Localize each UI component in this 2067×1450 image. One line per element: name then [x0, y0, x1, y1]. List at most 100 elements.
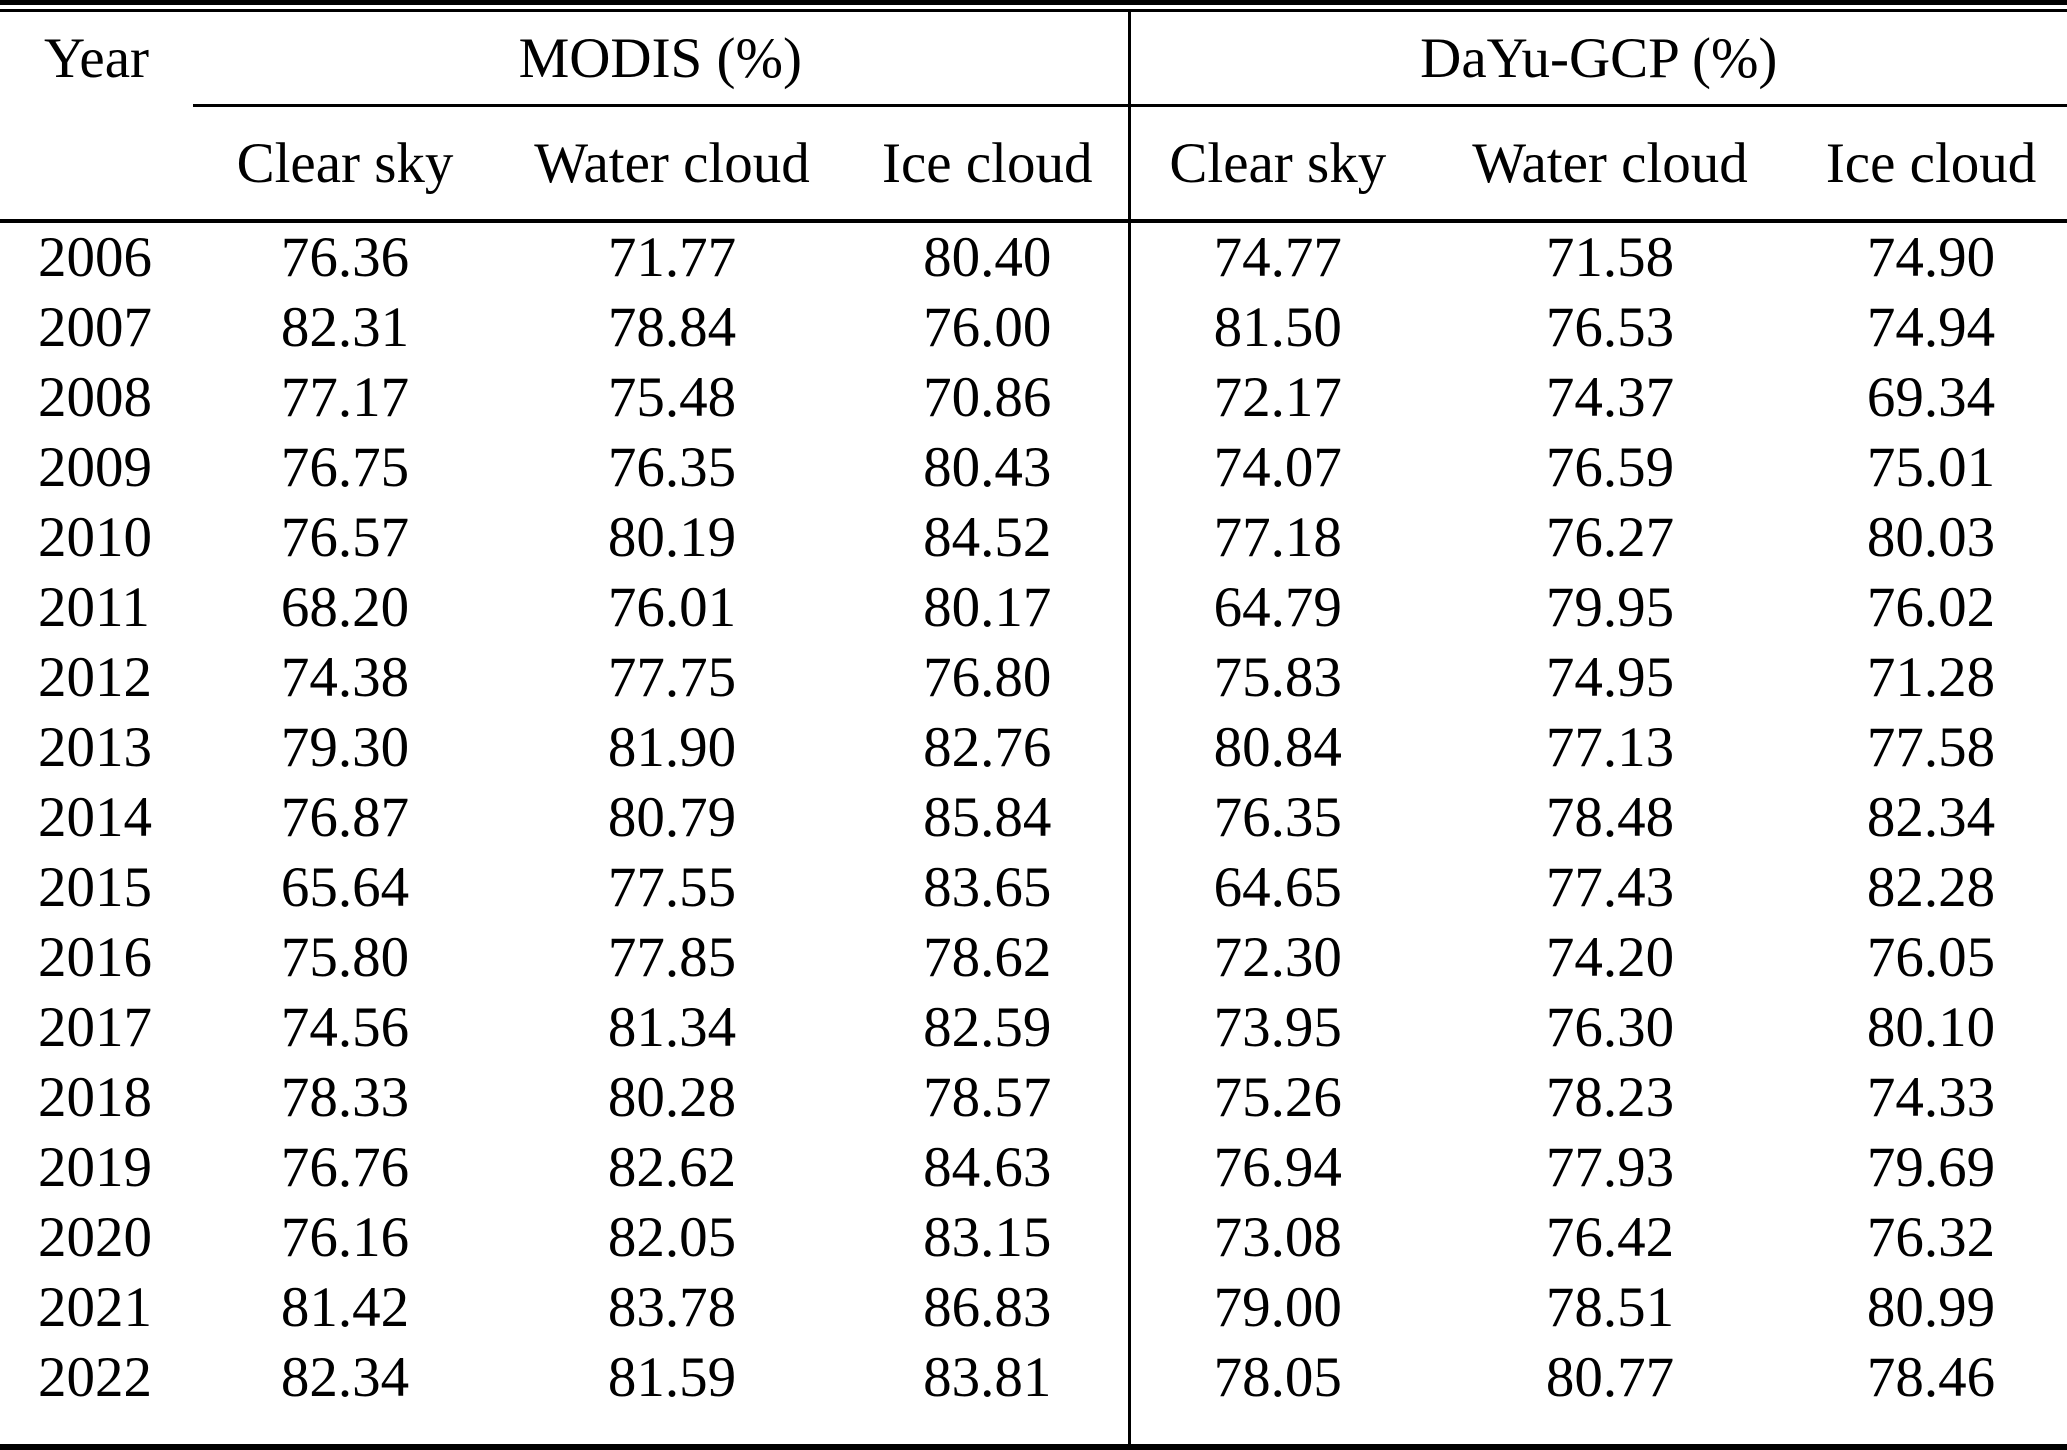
value-cell: 79.00	[1127, 1273, 1426, 1343]
value-cell: 74.77	[1127, 221, 1426, 293]
value-cell: 71.77	[607, 226, 737, 289]
value-cell: 82.34	[280, 1346, 410, 1409]
dayu-clear-sky-header: Clear sky	[1127, 105, 1426, 223]
top-rule-inner	[0, 9, 2067, 12]
value-cell: 82.05	[607, 1206, 737, 1269]
value-cell: 81.42	[280, 1276, 410, 1339]
top-rule-outer	[0, 0, 2067, 5]
value-cell: 75.83	[1127, 643, 1426, 713]
dayu-gcp-group-header: DaYu-GCP (%)	[1127, 12, 2067, 107]
table-row: 2014 76.87 80.79 85.84 76.35 78.48 82.34	[0, 783, 2067, 853]
table-row: 2012 74.38 77.75 76.80 75.83 74.95 71.28	[0, 643, 2067, 713]
year-cell: 2010	[38, 506, 152, 569]
table-row: 2016 75.80 77.85 78.62 72.30 74.20 76.05	[0, 923, 2067, 993]
value-cell: 74.56	[280, 996, 410, 1059]
year-column-header: Year	[43, 27, 150, 91]
table-row: 2009 76.75 76.35 80.43 74.07 76.59 75.01	[0, 433, 2067, 503]
modis-ice-cloud-header: Ice cloud	[847, 105, 1130, 223]
empty-header-cell	[0, 105, 193, 223]
value-cell: 75.26	[1127, 1063, 1426, 1133]
data-table: Year MODIS (%) DaYu-GCP (%) Clear sky Wa…	[0, 12, 2067, 1444]
value-cell: 79.69	[1866, 1136, 1996, 1199]
value-cell: 72.30	[1127, 923, 1426, 993]
value-cell: 80.79	[607, 786, 737, 849]
modis-clear-sky-header: Clear sky	[193, 105, 497, 223]
year-cell: 2011	[38, 576, 150, 639]
value-cell: 68.20	[280, 576, 410, 639]
value-cell: 76.53	[1545, 296, 1675, 359]
year-cell: 2009	[38, 436, 152, 499]
modis-group-header: MODIS (%)	[193, 12, 1130, 107]
value-cell: 77.58	[1866, 716, 1996, 779]
value-cell: 81.50	[1127, 293, 1426, 363]
value-cell: 80.28	[607, 1066, 737, 1129]
value-cell: 76.30	[1545, 996, 1675, 1059]
value-cell: 77.85	[607, 926, 737, 989]
table-row: 2011 68.20 76.01 80.17 64.79 79.95 76.02	[0, 573, 2067, 643]
table-row: 2007 82.31 78.84 76.00 81.50 76.53 74.94	[0, 293, 2067, 363]
value-cell: 80.17	[923, 576, 1052, 639]
value-cell: 76.05	[1866, 926, 1996, 989]
sub-header-row: Clear sky Water cloud Ice cloud Clear sk…	[0, 105, 2067, 223]
value-cell: 75.48	[607, 366, 737, 429]
value-cell: 69.34	[1866, 366, 1996, 429]
value-cell: 86.83	[923, 1276, 1052, 1339]
value-cell: 83.65	[923, 856, 1052, 919]
table-row: 2013 79.30 81.90 82.76 80.84 77.13 77.58	[0, 713, 2067, 783]
dayu-water-cloud-header: Water cloud	[1425, 105, 1796, 223]
year-cell: 2012	[38, 646, 152, 709]
spacer-cell	[193, 1413, 497, 1444]
value-cell: 82.34	[1866, 786, 1996, 849]
value-cell: 78.48	[1545, 786, 1675, 849]
value-cell: 76.76	[280, 1136, 410, 1199]
value-cell: 78.57	[923, 1066, 1052, 1129]
value-cell: 76.80	[923, 646, 1052, 709]
value-cell: 74.33	[1866, 1066, 1996, 1129]
value-cell: 81.90	[607, 716, 737, 779]
value-cell: 77.17	[280, 366, 410, 429]
value-cell: 77.18	[1127, 503, 1426, 573]
value-cell: 76.87	[280, 786, 410, 849]
bottom-rule	[0, 1444, 2067, 1450]
value-cell: 80.03	[1866, 506, 1996, 569]
value-cell: 78.84	[607, 296, 737, 359]
value-cell: 81.59	[607, 1346, 737, 1409]
year-cell: 2019	[38, 1136, 152, 1199]
value-cell: 80.19	[607, 506, 737, 569]
year-cell: 2006	[38, 226, 152, 289]
modis-water-cloud-header: Water cloud	[497, 105, 847, 223]
value-cell: 74.90	[1866, 226, 1996, 289]
value-cell: 74.37	[1545, 366, 1675, 429]
value-cell: 83.81	[923, 1346, 1052, 1409]
year-cell: 2016	[38, 926, 152, 989]
value-cell: 74.94	[1866, 296, 1996, 359]
value-cell: 79.30	[280, 716, 410, 779]
value-cell: 71.28	[1866, 646, 1996, 709]
value-cell: 82.76	[923, 716, 1052, 779]
value-cell: 76.16	[280, 1206, 410, 1269]
table-row: 2017 74.56 81.34 82.59 73.95 76.30 80.10	[0, 993, 2067, 1063]
value-cell: 80.77	[1545, 1346, 1675, 1409]
table-row: 2010 76.57 80.19 84.52 77.18 76.27 80.03	[0, 503, 2067, 573]
value-cell: 73.95	[1127, 993, 1426, 1063]
spacer-cell	[497, 1413, 847, 1444]
year-cell: 2007	[38, 296, 152, 359]
value-cell: 80.99	[1866, 1276, 1996, 1339]
value-cell: 76.01	[607, 576, 737, 639]
value-cell: 74.95	[1545, 646, 1675, 709]
value-cell: 76.59	[1545, 436, 1675, 499]
value-cell: 76.35	[1127, 783, 1426, 853]
year-cell: 2017	[38, 996, 152, 1059]
value-cell: 65.64	[280, 856, 410, 919]
spacer-cell	[1425, 1413, 1795, 1444]
value-cell: 73.08	[1127, 1203, 1426, 1273]
value-cell: 82.31	[280, 296, 410, 359]
value-cell: 78.51	[1545, 1276, 1675, 1339]
spacer-cell	[0, 1413, 193, 1444]
value-cell: 74.38	[280, 646, 410, 709]
value-cell: 82.28	[1866, 856, 1996, 919]
value-cell: 79.95	[1545, 576, 1675, 639]
spacer-row	[0, 1413, 2067, 1444]
value-cell: 82.59	[923, 996, 1052, 1059]
value-cell: 75.01	[1866, 436, 1996, 499]
